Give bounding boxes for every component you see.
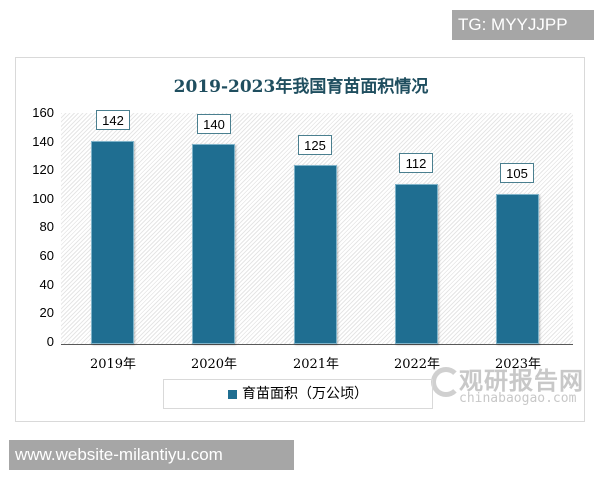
- x-tick: 2022年: [393, 357, 441, 372]
- y-tick: 60: [39, 248, 54, 263]
- x-tick: 2019年: [89, 357, 137, 372]
- chart-title: 2019-2023年我国育苗面积情况: [173, 77, 429, 97]
- tg-overlay-label: TG: MYYJJPP: [452, 10, 594, 40]
- bar-2022: [395, 184, 438, 344]
- y-tick: 0: [46, 334, 54, 349]
- x-tick: 2023年: [494, 357, 542, 372]
- y-tick: 120: [32, 162, 54, 177]
- bar-2021: [294, 165, 337, 344]
- legend: 育苗面积（万公顷）: [163, 379, 433, 409]
- data-label: 142: [96, 110, 130, 130]
- watermark-logo-icon: [431, 367, 461, 397]
- x-axis-line: [61, 344, 573, 345]
- chart-card: 2019-2023年我国育苗面积情况 160 140 120 100 80 60…: [15, 57, 585, 422]
- data-label: 125: [298, 135, 332, 155]
- watermark-en: chinabaogao.com: [459, 391, 577, 406]
- bar-2023: [496, 194, 539, 344]
- bar-2019: [91, 141, 134, 344]
- y-tick: 40: [39, 277, 54, 292]
- x-tick: 2021年: [292, 357, 340, 372]
- legend-label: 育苗面积（万公顷）: [242, 386, 368, 402]
- bar-2020: [192, 144, 235, 344]
- watermark-cn: 观研报告网: [459, 367, 584, 395]
- y-tick: 100: [32, 191, 54, 206]
- x-tick: 2020年: [190, 357, 238, 372]
- y-tick: 160: [32, 105, 54, 120]
- y-tick: 80: [39, 219, 54, 234]
- y-tick: 140: [32, 134, 54, 149]
- legend-swatch-icon: [228, 389, 237, 399]
- site-overlay-label: www.website-milantiyu.com: [9, 440, 294, 470]
- data-label: 105: [500, 163, 534, 183]
- data-label: 140: [197, 114, 231, 134]
- y-tick: 20: [39, 305, 54, 320]
- data-label: 112: [399, 153, 433, 173]
